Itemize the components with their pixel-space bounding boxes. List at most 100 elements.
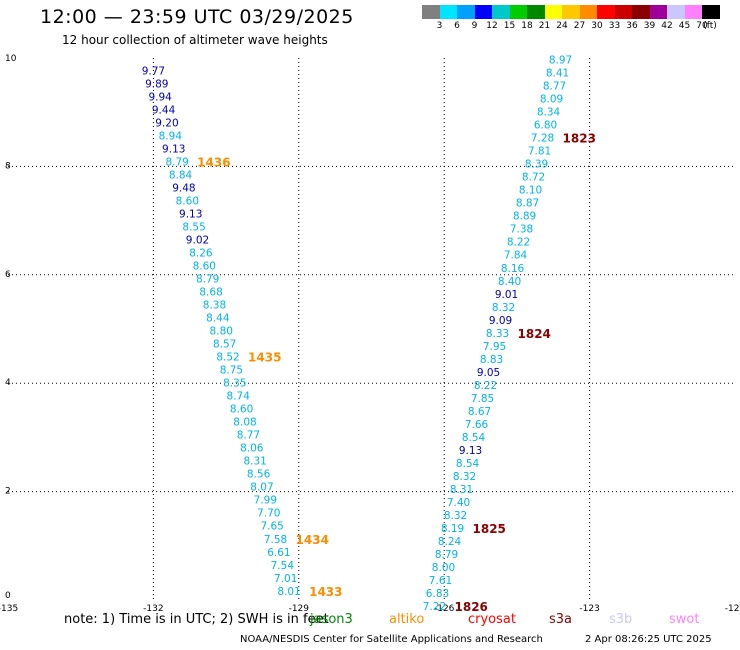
legend-swatch <box>597 5 615 19</box>
wave-height-value: 8.84 <box>169 170 193 182</box>
x-tick-label: -120 <box>725 604 740 614</box>
pass-time-label: 1824 <box>518 327 551 341</box>
wave-height-value: 7.81 <box>528 146 551 158</box>
wave-height-value: 6.61 <box>267 547 290 559</box>
wave-height-value: 8.35 <box>223 378 246 390</box>
legend-swatch <box>562 5 580 19</box>
legend-label: (ft) <box>703 21 717 31</box>
wave-height-value: 7.65 <box>260 521 283 533</box>
wave-height-value: 9.77 <box>142 65 165 77</box>
wave-height-value: 8.32 <box>492 302 515 314</box>
legend-label: 42 <box>661 21 673 31</box>
satellite-cryosat: cryosat <box>468 612 516 627</box>
legend-label: 33 <box>608 21 621 31</box>
wave-height-value: 8.22 <box>507 237 530 249</box>
wave-height-value: 8.38 <box>203 300 226 312</box>
wave-height-value: 8.09 <box>540 94 563 106</box>
wave-height-value: 8.77 <box>237 430 260 442</box>
legend-swatch <box>649 5 667 19</box>
legend-swatch <box>457 5 475 19</box>
x-tick-label: -132 <box>143 604 163 614</box>
wave-height-value: 8.32 <box>444 510 467 522</box>
wave-height-value: 8.32 <box>453 471 476 483</box>
wave-height-value: 7.84 <box>504 250 528 262</box>
wave-height-value: 8.39 <box>525 159 548 171</box>
legend-swatch <box>614 5 632 19</box>
legend-swatch <box>439 5 457 19</box>
y-tick-label: 8 <box>5 161 11 171</box>
wave-height-value: 9.01 <box>495 289 518 301</box>
wave-height-value: 8.31 <box>243 456 266 468</box>
legend-label: 30 <box>591 21 603 31</box>
wave-height-value: 6.80 <box>534 120 557 132</box>
wave-height-value: 8.08 <box>233 417 256 429</box>
wave-height-value: 8.31 <box>450 484 473 496</box>
footer-timestamp: 2 Apr 08:26:25 UTC 2025 <box>585 634 712 645</box>
legend-label: 70 <box>696 21 708 31</box>
wave-height-value: 8.57 <box>213 339 236 351</box>
page-subtitle: 12 hour collection of altimeter wave hei… <box>62 33 328 47</box>
legend-swatch <box>667 5 685 19</box>
wave-height-value: 8.77 <box>543 81 566 93</box>
pass-time-label: 1435 <box>248 351 281 365</box>
legend-label: 39 <box>643 21 656 31</box>
wave-height-value: 8.79 <box>196 274 219 286</box>
wave-height-value: 7.40 <box>447 497 470 509</box>
legend-label: 21 <box>538 21 551 31</box>
wave-height-value: 8.74 <box>227 391 251 403</box>
y-tick-label: 4 <box>5 378 11 388</box>
satellite-swot: swot <box>669 612 700 627</box>
wave-height-value: 8.01 <box>277 586 300 598</box>
y-tick-label: 2 <box>5 487 11 497</box>
wave-height-value: 9.02 <box>186 235 209 247</box>
wave-height-value: 6.83 <box>426 588 449 600</box>
y-tick-label: 10 <box>5 54 17 64</box>
wave-height-value: 9.09 <box>489 315 512 327</box>
legend-label: 6 <box>454 21 460 31</box>
wave-height-value: 8.34 <box>537 107 561 119</box>
wave-height-value: 8.52 <box>216 352 239 364</box>
pass-time-label: 1433 <box>309 585 342 599</box>
wave-height-value: 9.48 <box>172 183 195 195</box>
legend-label: 45 <box>678 21 691 31</box>
wave-height-value: 8.83 <box>480 354 503 366</box>
legend-swatch <box>702 5 720 19</box>
wave-height-value: 8.44 <box>206 313 230 325</box>
pass-time-label: 1826 <box>455 600 488 614</box>
pass-time-label: 1434 <box>296 533 329 547</box>
wave-height-value: 8.06 <box>240 443 264 455</box>
wave-height-value: 9.13 <box>459 445 482 457</box>
wave-height-value: 7.54 <box>271 560 295 572</box>
legend-swatch <box>684 5 702 19</box>
legend-swatch <box>579 5 597 19</box>
legend-label: 24 <box>556 21 568 31</box>
wave-height-value: 8.54 <box>456 458 480 470</box>
wave-height-value: 8.72 <box>522 172 545 184</box>
wave-height-value: 8.26 <box>189 248 213 260</box>
wave-height-value: 8.54 <box>462 432 486 444</box>
legend-label: 9 <box>471 21 478 31</box>
legend-label: 36 <box>626 21 638 31</box>
wave-height-value: 8.33 <box>486 328 509 340</box>
wave-height-value: 7.61 <box>429 575 452 587</box>
wave-height-value: 7.28 <box>531 133 554 145</box>
wave-height-value: 8.68 <box>199 287 222 299</box>
wave-height-value: 8.80 <box>210 326 233 338</box>
wave-height-value: 8.60 <box>176 196 199 208</box>
wave-height-value: 8.60 <box>193 261 216 273</box>
x-tick-label: -129 <box>289 604 310 614</box>
legend-label: 12 <box>486 21 498 31</box>
wave-height-value: 7.01 <box>274 573 297 585</box>
wave-height-value: 7.66 <box>465 419 489 431</box>
wave-height-value: 8.97 <box>549 55 572 67</box>
wave-height-value: 9.13 <box>162 144 185 156</box>
wave-height-value: 8.60 <box>230 404 253 416</box>
x-tick-label: -123 <box>579 604 599 614</box>
x-tick-label: -126 <box>434 604 455 614</box>
wave-height-value: 9.05 <box>477 367 500 379</box>
wave-height-value: 8.10 <box>519 185 542 197</box>
wave-height-value: 7.22 <box>423 601 446 613</box>
wave-height-value: 9.44 <box>152 104 176 116</box>
y-tick-label: 0 <box>5 591 11 601</box>
